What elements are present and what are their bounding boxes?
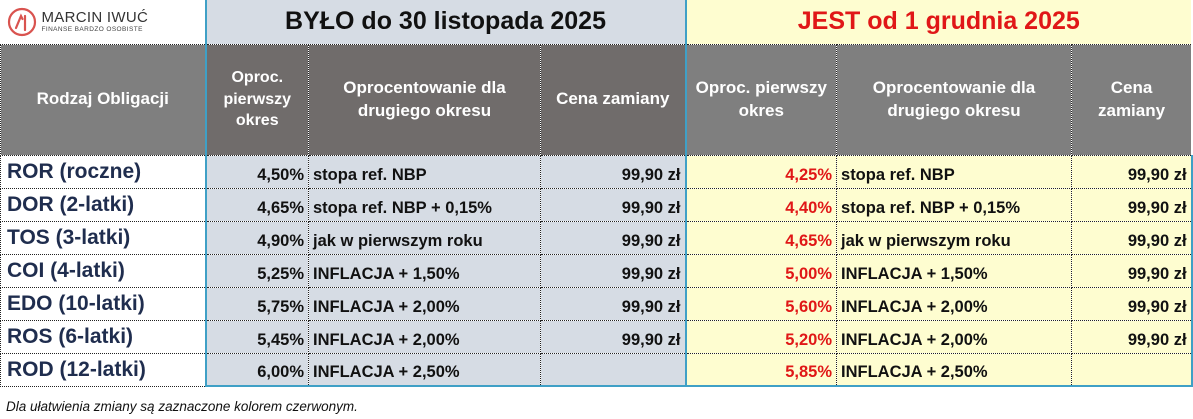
new-second-rate: jak w pierwszym roku <box>836 220 1073 255</box>
old-exchange-price: 99,90 zł <box>539 187 687 222</box>
new-exchange-price: 99,90 zł <box>1071 187 1193 222</box>
old-first-rate: 4,65% <box>204 187 309 222</box>
header-old-second-period: Oprocentowanie dla drugiego okresu <box>308 43 541 156</box>
new-first-rate: 4,65% <box>685 220 838 255</box>
old-first-rate: 5,45% <box>204 319 309 354</box>
old-second-rate: stopa ref. NBP <box>308 154 541 189</box>
new-second-rate: INFLACJA + 2,50% <box>836 352 1073 387</box>
header-new-first-period: Oproc. pierwszy okres <box>685 43 838 156</box>
bond-name: COI (4-latki) <box>0 253 206 288</box>
old-exchange-price <box>539 352 687 387</box>
column-header-row: Rodzaj Obligacji Oproc. pierwszy okres O… <box>0 43 1193 156</box>
footnote: Dla ułatwienia zmiany są zaznaczone kolo… <box>6 399 358 414</box>
header-old-exchange-price: Cena zamiany <box>539 43 687 156</box>
old-first-rate: 5,25% <box>204 253 309 288</box>
logo-name: MARCIN IWUĆ <box>41 9 149 26</box>
old-first-rate: 4,50% <box>204 154 309 189</box>
old-second-rate: jak w pierwszym roku <box>308 220 541 255</box>
old-exchange-price: 99,90 zł <box>539 253 687 288</box>
new-first-rate: 5,85% <box>685 352 838 387</box>
new-first-rate: 4,25% <box>685 154 838 189</box>
new-rates-title: JEST od 1 grudnia 2025 <box>685 0 1193 45</box>
old-second-rate: INFLACJA + 2,00% <box>308 286 541 321</box>
old-rates-title: BYŁO do 30 listopada 2025 <box>204 0 687 45</box>
table-row: TOS (3-latki) 4,90% jak w pierwszym roku… <box>0 220 1193 255</box>
old-second-rate: INFLACJA + 1,50% <box>308 253 541 288</box>
new-first-rate: 4,40% <box>685 187 838 222</box>
logo-mark-icon <box>7 7 36 36</box>
table-row: EDO (10-latki) 5,75% INFLACJA + 2,00% 99… <box>0 286 1193 321</box>
old-second-rate: INFLACJA + 2,50% <box>308 352 541 387</box>
header-new-exchange-price: Cena zamiany <box>1071 43 1193 156</box>
bond-name: ROR (roczne) <box>0 154 206 189</box>
new-exchange-price: 99,90 zł <box>1071 253 1193 288</box>
new-second-rate: stopa ref. NBP <box>836 154 1073 189</box>
bond-comparison-table: MARCIN IWUĆ FINANSE BARDZO OSOBISTE BYŁO… <box>0 0 1193 387</box>
new-exchange-price: 99,90 zł <box>1071 286 1193 321</box>
new-second-rate: INFLACJA + 2,00% <box>836 319 1073 354</box>
new-first-rate: 5,60% <box>685 286 838 321</box>
new-second-rate: stopa ref. NBP + 0,15% <box>836 187 1073 222</box>
header-new-second-period: Oprocentowanie dla drugiego okresu <box>836 43 1073 156</box>
new-second-rate: INFLACJA + 2,00% <box>836 286 1073 321</box>
old-exchange-price: 99,90 zł <box>539 286 687 321</box>
bond-name: ROS (6-latki) <box>0 319 206 354</box>
new-exchange-price: 99,90 zł <box>1071 319 1193 354</box>
old-first-rate: 6,00% <box>204 352 309 387</box>
header-old-first-period: Oproc. pierwszy okres <box>204 43 309 156</box>
bond-name: TOS (3-latki) <box>0 220 206 255</box>
header-bond-type: Rodzaj Obligacji <box>0 43 206 156</box>
table-row: COI (4-latki) 5,25% INFLACJA + 1,50% 99,… <box>0 253 1193 288</box>
old-exchange-price: 99,90 zł <box>539 154 687 189</box>
group-title-row: MARCIN IWUĆ FINANSE BARDZO OSOBISTE BYŁO… <box>0 0 1193 45</box>
new-exchange-price <box>1071 352 1193 387</box>
new-exchange-price: 99,90 zł <box>1071 220 1193 255</box>
old-second-rate: INFLACJA + 2,00% <box>308 319 541 354</box>
bond-name: DOR (2-latki) <box>0 187 206 222</box>
bond-name: ROD (12-latki) <box>0 352 206 387</box>
new-second-rate: INFLACJA + 1,50% <box>836 253 1073 288</box>
table-row: ROS (6-latki) 5,45% INFLACJA + 2,00% 99,… <box>0 319 1193 354</box>
old-exchange-price: 99,90 zł <box>539 220 687 255</box>
old-first-rate: 5,75% <box>204 286 309 321</box>
old-exchange-price: 99,90 zł <box>539 319 687 354</box>
new-first-rate: 5,20% <box>685 319 838 354</box>
old-second-rate: stopa ref. NBP + 0,15% <box>308 187 541 222</box>
logo: MARCIN IWUĆ FINANSE BARDZO OSOBISTE <box>0 0 206 45</box>
logo-tagline: FINANSE BARDZO OSOBISTE <box>41 26 143 33</box>
table-row: DOR (2-latki) 4,65% stopa ref. NBP + 0,1… <box>0 187 1193 222</box>
old-first-rate: 4,90% <box>204 220 309 255</box>
table-row: ROD (12-latki) 6,00% INFLACJA + 2,50% 5,… <box>0 352 1193 387</box>
new-first-rate: 5,00% <box>685 253 838 288</box>
bond-name: EDO (10-latki) <box>0 286 206 321</box>
table-row: ROR (roczne) 4,50% stopa ref. NBP 99,90 … <box>0 154 1193 189</box>
new-exchange-price: 99,90 zł <box>1071 154 1193 189</box>
